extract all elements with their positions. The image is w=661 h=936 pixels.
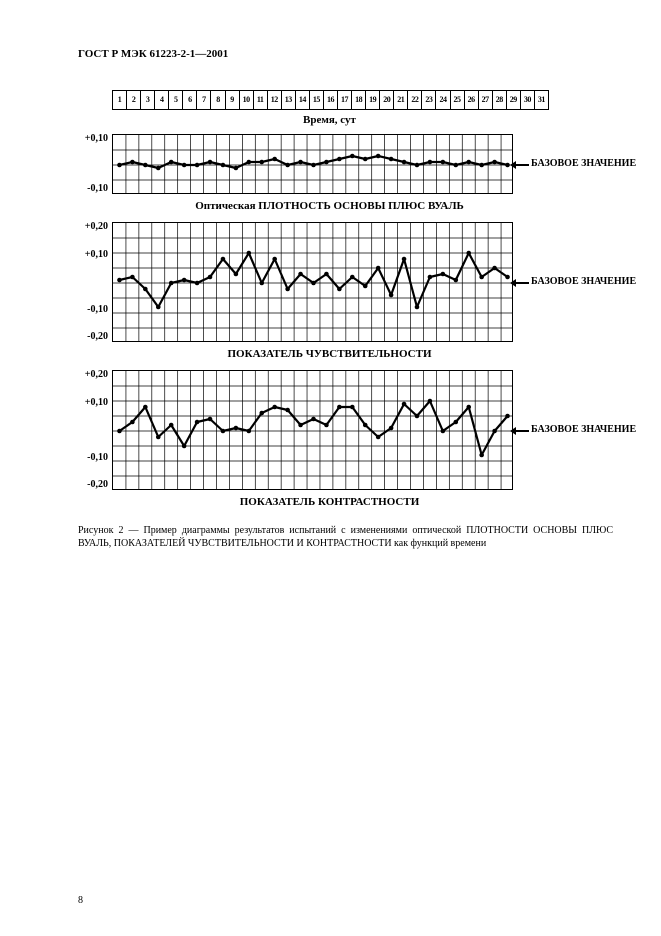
- day-cell: 8: [211, 91, 225, 109]
- day-cell: 11: [254, 91, 268, 109]
- chart-block: +0,20+0,100-0,10-0,20БАЗОВОЕ ЗНАЧЕНИЕПОК…: [78, 222, 613, 360]
- figure-caption: Рисунок 2 — Пример диаграммы результатов…: [78, 524, 613, 550]
- day-cell: 29: [507, 91, 521, 109]
- day-cell: 4: [155, 91, 169, 109]
- time-axis-label: Время, сут: [112, 114, 547, 126]
- day-cell: 6: [183, 91, 197, 109]
- chart-title: ПОКАЗАТЕЛЬ КОНТРАСТНОСТИ: [112, 496, 547, 508]
- chart-title: Оптическая ПЛОТНОСТЬ ОСНОВЫ ПЛЮС ВУАЛЬ: [112, 200, 547, 212]
- day-cell: 5: [169, 91, 183, 109]
- day-cell: 25: [451, 91, 465, 109]
- day-cell: 28: [493, 91, 507, 109]
- day-cell: 24: [436, 91, 450, 109]
- y-axis-labels: +0,20+0,100-0,10-0,20: [78, 370, 112, 490]
- page-number: 8: [78, 895, 83, 906]
- day-cell: 12: [268, 91, 282, 109]
- day-ruler: 1234567891011121314151617181920212223242…: [112, 90, 549, 110]
- baseline-arrow: [515, 164, 529, 166]
- chart-block: +0,10-0,10БАЗОВОЕ ЗНАЧЕНИЕОптическая ПЛО…: [78, 134, 613, 212]
- day-cell: 31: [535, 91, 548, 109]
- day-cell: 9: [226, 91, 240, 109]
- chart-plot: [112, 370, 513, 490]
- chart-plot: [112, 134, 513, 194]
- day-cell: 19: [366, 91, 380, 109]
- day-cell: 21: [394, 91, 408, 109]
- day-cell: 17: [338, 91, 352, 109]
- day-cell: 27: [479, 91, 493, 109]
- day-cell: 13: [282, 91, 296, 109]
- chart-title: ПОКАЗАТЕЛЬ ЧУВСТВИТЕЛЬНОСТИ: [112, 348, 547, 360]
- day-cell: 2: [127, 91, 141, 109]
- baseline-label: БАЗОВОЕ ЗНАЧЕНИЕ: [531, 424, 636, 435]
- day-cell: 26: [465, 91, 479, 109]
- day-cell: 30: [521, 91, 535, 109]
- baseline-label: БАЗОВОЕ ЗНАЧЕНИЕ: [531, 158, 636, 169]
- baseline-arrow: [515, 282, 529, 284]
- baseline-label: БАЗОВОЕ ЗНАЧЕНИЕ: [531, 276, 636, 287]
- chart-plot: [112, 222, 513, 342]
- day-cell: 10: [240, 91, 254, 109]
- day-cell: 14: [296, 91, 310, 109]
- y-axis-labels: +0,20+0,100-0,10-0,20: [78, 222, 112, 342]
- day-cell: 7: [197, 91, 211, 109]
- day-cell: 16: [324, 91, 338, 109]
- day-cell: 1: [113, 91, 127, 109]
- day-cell: 20: [380, 91, 394, 109]
- day-cell: 3: [141, 91, 155, 109]
- document-header: ГОСТ Р МЭК 61223-2-1—2001: [78, 48, 613, 60]
- day-cell: 22: [408, 91, 422, 109]
- day-cell: 23: [422, 91, 436, 109]
- baseline-arrow: [515, 430, 529, 432]
- day-cell: 18: [352, 91, 366, 109]
- day-cell: 15: [310, 91, 324, 109]
- chart-block: +0,20+0,100-0,10-0,20БАЗОВОЕ ЗНАЧЕНИЕПОК…: [78, 370, 613, 508]
- y-axis-labels: +0,10-0,10: [78, 134, 112, 194]
